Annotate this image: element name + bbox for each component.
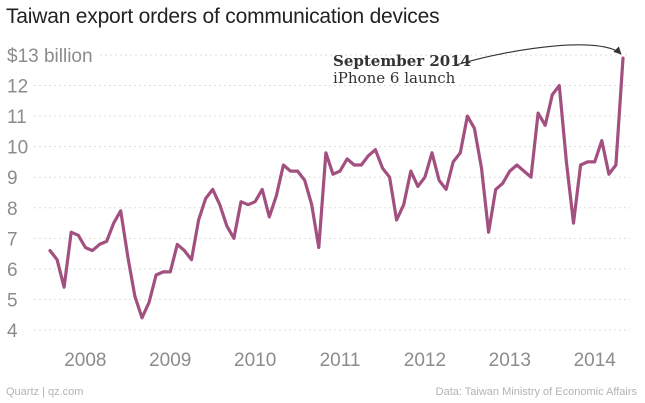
y-tick-label: 7 <box>7 229 18 250</box>
x-axis-ticks: 2008 2009 2010 2011 2012 2013 2014 <box>64 350 616 371</box>
y-tick-label: 6 <box>7 260 18 281</box>
y-tick-label: 11 <box>7 107 27 128</box>
y-tick-label: 5 <box>7 290 18 311</box>
series-line <box>48 56 625 320</box>
chart-title: Taiwan export orders of communication de… <box>6 5 440 28</box>
x-tick-label: 2013 <box>489 350 531 371</box>
y-tick-label: 10 <box>7 138 28 159</box>
footer-credit: Quartz | qz.com <box>6 386 84 398</box>
y-tick-label: 12 <box>7 77 28 98</box>
annotation-text: iPhone 6 launch <box>333 69 456 87</box>
y-tick-label: 4 <box>7 321 18 342</box>
x-tick-label: 2012 <box>404 350 446 371</box>
y-tick-label: $13 billion <box>7 46 93 67</box>
x-tick-label: 2009 <box>149 350 191 371</box>
y-tick-label: 9 <box>7 168 18 189</box>
x-tick-label: 2011 <box>320 350 361 371</box>
x-tick-label: 2014 <box>574 350 617 371</box>
footer-source: Data: Taiwan Ministry of Economic Affair… <box>435 386 637 398</box>
annotation-arrow <box>455 44 622 66</box>
y-axis-ticks: 4 5 6 7 8 9 10 11 12 $13 billion <box>7 46 93 342</box>
y-tick-label: 8 <box>7 199 18 220</box>
x-tick-label: 2010 <box>234 350 276 371</box>
annotation-title: September 2014 <box>333 52 471 70</box>
grid-lines <box>34 54 630 331</box>
series-layer <box>48 56 625 320</box>
x-tick-label: 2008 <box>64 350 106 371</box>
